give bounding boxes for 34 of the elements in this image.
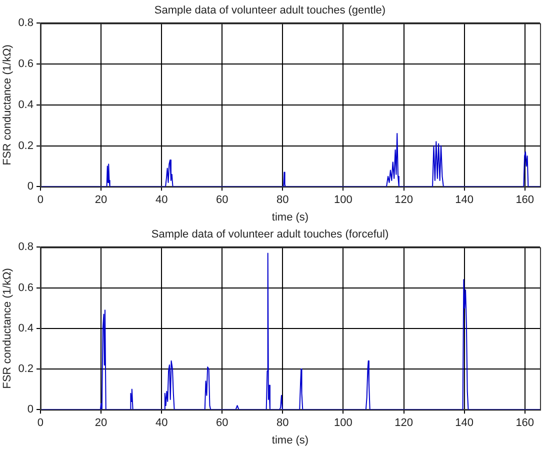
x-tick-label: 60 <box>216 194 228 206</box>
x-tick-label: 20 <box>94 194 108 206</box>
x-tick-label: 100 <box>334 194 352 206</box>
y-tick-label: 0.8 <box>18 17 34 30</box>
y-tick-label: 0.2 <box>18 140 34 152</box>
x-tick-label: 140 <box>455 194 474 206</box>
x-tick-label: 80 <box>276 417 289 430</box>
x-tick-label: 40 <box>155 194 168 206</box>
x-tick-label: 40 <box>155 417 168 430</box>
y-tick-label: 0 <box>27 404 34 416</box>
y-tick-label: 0.6 <box>18 58 34 70</box>
chart-title: Sample data of volunteer adult touches (gentle) <box>154 4 386 17</box>
x-tick-label: 140 <box>455 417 474 430</box>
x-tick-label: 100 <box>334 417 352 430</box>
x-tick-label: 0 <box>37 417 44 430</box>
chart-title: Sample data of volunteer adult touches (forceful) <box>151 228 389 241</box>
y-axis-title: FSR conductance (1/kΩ) <box>2 268 14 389</box>
x-tick-label: 80 <box>276 194 289 206</box>
y-tick-label: 0.6 <box>18 282 34 294</box>
x-tick-label: 120 <box>394 417 413 430</box>
x-tick-label: 20 <box>94 417 108 430</box>
y-tick-label: 0.4 <box>18 322 34 334</box>
x-tick-label: 160 <box>516 417 534 430</box>
y-axis-title: FSR conductance (1/kΩ) <box>2 44 14 166</box>
x-axis-title: time (s) <box>272 434 309 446</box>
x-axis-title: time (s) <box>272 211 309 224</box>
y-tick-label: 0.4 <box>18 98 34 111</box>
x-tick-label: 160 <box>516 194 534 206</box>
y-tick-label: 0.2 <box>18 363 34 376</box>
y-tick-label: 0 <box>27 180 34 193</box>
x-tick-label: 60 <box>216 417 228 430</box>
y-tick-label: 0.8 <box>18 241 34 254</box>
x-tick-label: 0 <box>37 194 44 206</box>
x-tick-label: 120 <box>394 194 413 206</box>
